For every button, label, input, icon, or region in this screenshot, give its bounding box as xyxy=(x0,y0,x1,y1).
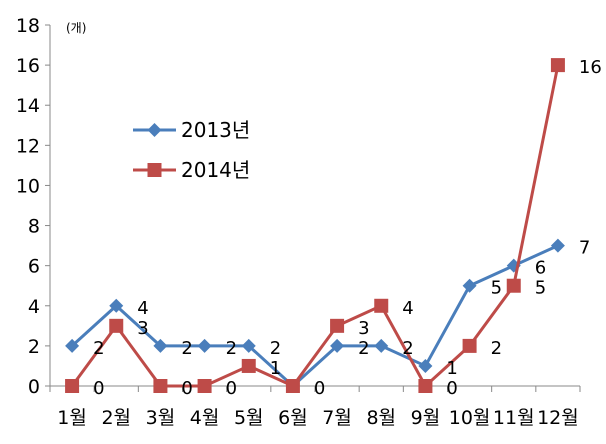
series-line xyxy=(70,64,560,388)
data-label: 0 xyxy=(226,378,237,399)
data-label: 16 xyxy=(579,57,602,78)
x-tick-label: 8월 xyxy=(366,407,396,429)
y-tick-label: 14 xyxy=(16,95,40,117)
data-point xyxy=(109,318,124,333)
x-tick-label: 4월 xyxy=(190,407,220,429)
data-label: 2 xyxy=(270,338,281,359)
data-point xyxy=(462,278,477,293)
data-point xyxy=(153,338,168,353)
data-point xyxy=(374,298,389,313)
legend-item: 2013년 xyxy=(133,118,250,142)
y-tick-label: 16 xyxy=(16,55,40,77)
y-tick-label: 2 xyxy=(28,336,40,358)
y-tick-label: 6 xyxy=(28,256,40,278)
data-point xyxy=(418,358,433,373)
y-axis-tick-labels: 0 2 4 6 8 10 12 14 16 18 xyxy=(16,15,40,398)
data-label: 3 xyxy=(358,318,369,339)
data-point xyxy=(550,238,565,253)
x-tick-label: 2월 xyxy=(101,407,131,429)
data-point xyxy=(65,379,80,393)
x-tick-label: 7월 xyxy=(322,407,352,429)
y-tick-label: 4 xyxy=(28,296,40,318)
data-point xyxy=(285,379,300,393)
data-point xyxy=(330,338,345,353)
data-label: 2 xyxy=(402,338,413,359)
x-tick-label: 11월 xyxy=(493,407,535,429)
data-point xyxy=(550,58,565,73)
data-label: 2 xyxy=(358,338,369,359)
data-label: 2 xyxy=(226,338,237,359)
data-label: 0 xyxy=(446,378,457,399)
x-tick-label: 6월 xyxy=(278,407,308,429)
x-tick-label: 9월 xyxy=(411,407,441,429)
legend-label: 2014년 xyxy=(181,158,250,182)
data-label: 2 xyxy=(93,338,104,359)
data-label: 5 xyxy=(491,278,502,299)
data-point xyxy=(197,379,212,393)
data-label: 3 xyxy=(137,318,148,339)
y-tick-label: 0 xyxy=(28,376,40,398)
x-tick-label: 3월 xyxy=(146,407,176,429)
legend-marker xyxy=(147,123,162,137)
y-tick-label: 18 xyxy=(16,15,40,37)
x-axis-tick-labels: 1월 2월 3월 4월 5월 6월 7월 8월 9월 10월 11월 12월 xyxy=(57,407,578,429)
y-tick-label: 12 xyxy=(16,135,40,157)
data-label: 0 xyxy=(314,378,325,399)
data-label: 2 xyxy=(491,338,502,359)
data-label: 0 xyxy=(93,378,104,399)
legend: 2013년 2014년 xyxy=(133,118,250,182)
y-axis-unit-label: (개) xyxy=(66,21,86,35)
data-point xyxy=(109,298,124,313)
data-point xyxy=(418,379,433,393)
x-tick-label: 12월 xyxy=(537,407,579,429)
series-2 xyxy=(65,58,565,393)
data-label: 0 xyxy=(181,378,192,399)
data-point xyxy=(241,338,256,353)
legend-item: 2014년 xyxy=(133,158,250,182)
data-label: 4 xyxy=(402,298,413,319)
data-label: 7 xyxy=(579,238,590,259)
data-label: 6 xyxy=(535,258,546,279)
data-label: 1 xyxy=(270,358,281,379)
axes xyxy=(45,24,581,392)
x-tick-label: 1월 xyxy=(57,407,87,429)
series-layer xyxy=(65,58,565,393)
data-label: 2 xyxy=(181,338,192,359)
data-point xyxy=(197,338,212,353)
data-label: 4 xyxy=(137,298,148,319)
data-label: 1 xyxy=(446,358,457,379)
data-point xyxy=(462,338,477,353)
series-line xyxy=(71,244,559,388)
data-point xyxy=(241,358,256,373)
series-1 xyxy=(65,238,565,393)
data-label: 5 xyxy=(535,278,546,299)
data-point xyxy=(65,338,80,353)
y-tick-label: 8 xyxy=(28,216,40,238)
data-point xyxy=(374,338,389,353)
legend-marker xyxy=(147,163,162,177)
legend-label: 2013년 xyxy=(181,118,250,142)
data-point xyxy=(153,379,168,393)
x-tick-label: 10월 xyxy=(449,407,491,429)
data-point xyxy=(330,318,345,333)
y-tick-label: 10 xyxy=(16,175,40,197)
x-tick-label: 5월 xyxy=(234,407,264,429)
data-point xyxy=(506,278,521,293)
